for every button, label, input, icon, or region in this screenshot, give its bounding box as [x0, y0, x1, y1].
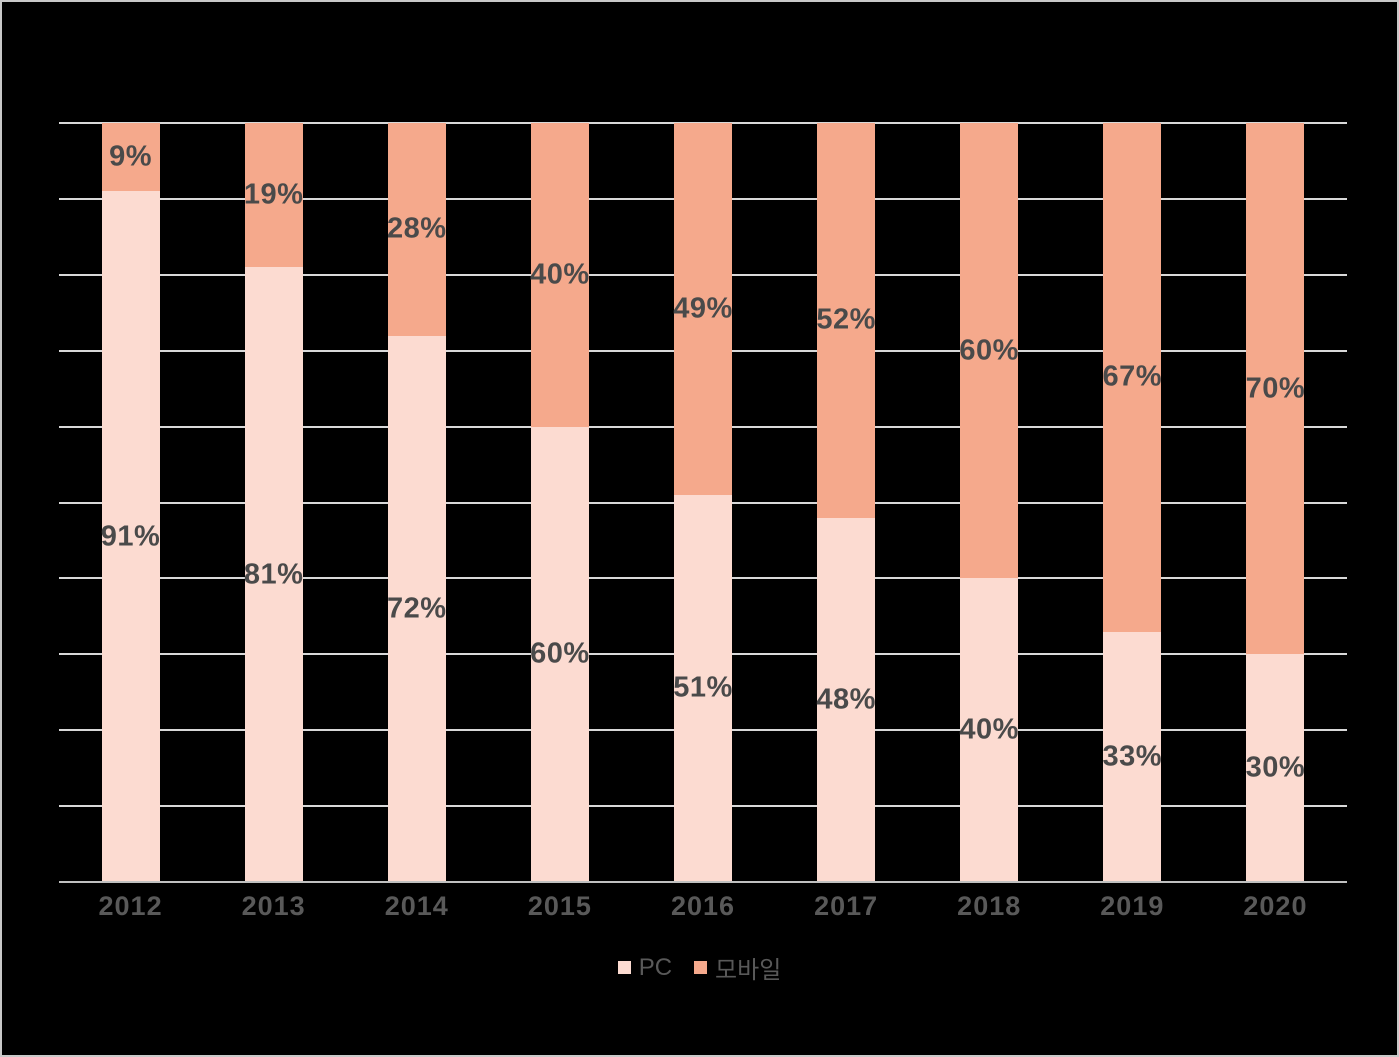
stacked-bar-2017: 52% 48% [816, 123, 876, 882]
pc-value-label: 51% [673, 671, 733, 704]
pc-segment: 33% [1102, 631, 1163, 882]
pc-value-label: 33% [1102, 740, 1163, 773]
pc-segment: 91% [100, 191, 161, 882]
mobile-value-label: 60% [959, 334, 1019, 367]
x-axis-label: 2012 [98, 891, 163, 921]
x-axis-label: 2015 [527, 891, 592, 921]
mobile-segment: 67% [1102, 123, 1163, 632]
stacked-bar-2012: 9% 91% [100, 123, 161, 882]
mobile-value-label: 49% [673, 292, 733, 325]
category-band: 70% 30% [1204, 123, 1347, 882]
x-axis-line [59, 881, 1347, 883]
pc-value-label: 72% [386, 592, 447, 625]
pc-value-label: 91% [100, 520, 161, 553]
mobile-value-label: 9% [109, 140, 153, 173]
category-band: 19% 81% [202, 123, 345, 882]
x-axis-labels: 2012 2013 2014 2015 2016 2017 2018 2019 2020 [59, 891, 1347, 922]
mobile-value-label: 28% [386, 212, 447, 245]
category-band: 9% 91% [59, 123, 202, 882]
pc-value-label: 30% [1245, 751, 1306, 784]
mobile-segment: 40% [530, 123, 590, 427]
pc-segment: 40% [959, 578, 1019, 882]
stacked-bar-2014: 28% 72% [386, 123, 447, 882]
pc-segment: 48% [816, 517, 876, 882]
category-band: 60% 40% [918, 123, 1061, 882]
legend-item-mobile: 모바일 [694, 950, 781, 985]
stacked-bar-2015: 40% 60% [530, 123, 590, 882]
mobile-segment: 19% [243, 123, 304, 268]
legend-label: PC [638, 953, 673, 981]
x-axis-label: 2013 [241, 891, 306, 921]
pc-value-label: 40% [959, 713, 1019, 746]
category-band: 40% 60% [488, 123, 631, 882]
category-band: 67% 33% [1061, 123, 1204, 882]
legend-swatch-pc [617, 961, 631, 974]
category-band: 52% 48% [775, 123, 918, 882]
mobile-segment: 28% [386, 123, 447, 336]
mobile-value-label: 19% [243, 178, 304, 211]
mobile-value-label: 67% [1102, 360, 1163, 393]
category-band: 49% 51% [631, 123, 774, 882]
mobile-value-label: 52% [816, 303, 876, 336]
stacked-bar-2019: 67% 33% [1102, 123, 1163, 882]
x-axis-label: 2019 [1100, 891, 1165, 921]
stacked-bar-2016: 49% 51% [673, 123, 733, 882]
legend: PC 모바일 [2, 950, 1397, 985]
x-axis-label: 2016 [670, 891, 736, 921]
mobile-value-label: 70% [1245, 372, 1306, 405]
pc-value-label: 60% [530, 637, 590, 670]
mobile-value-label: 40% [530, 258, 590, 291]
x-axis-label: 2014 [384, 891, 449, 921]
pc-segment: 51% [673, 494, 733, 882]
x-axis-label: 2017 [814, 891, 879, 921]
x-axis-label: 2018 [957, 891, 1022, 921]
plot-area: 9% 91% 19% 81% 28% 72% 40% 60% 49% 51% 52% 48% 60% 40… [59, 122, 1347, 883]
mobile-segment: 70% [1245, 123, 1306, 655]
stacked-bar-2013: 19% 81% [243, 123, 304, 882]
pc-segment: 72% [386, 335, 447, 882]
x-axis-label: 2020 [1243, 891, 1308, 921]
mobile-segment: 60% [959, 123, 1019, 579]
mobile-segment: 52% [816, 123, 876, 518]
legend-swatch-mobile [694, 961, 708, 974]
legend-item-pc: PC [617, 953, 673, 982]
pc-segment: 30% [1245, 654, 1306, 882]
pc-segment: 60% [530, 426, 590, 882]
mobile-segment: 9% [101, 123, 160, 192]
bands: 9% 91% 19% 81% 28% 72% 40% 60% 49% 51% 52% 48% 60% 40… [59, 123, 1347, 882]
pc-value-label: 81% [243, 558, 304, 591]
pc-value-label: 48% [816, 683, 876, 716]
stacked-bar-2020: 70% 30% [1245, 123, 1306, 882]
pc-segment: 81% [243, 267, 304, 882]
category-band: 28% 72% [345, 123, 488, 882]
stacked-bar-2018: 60% 40% [959, 123, 1019, 882]
mobile-segment: 49% [673, 123, 733, 495]
legend-label: 모바일 [715, 957, 782, 984]
